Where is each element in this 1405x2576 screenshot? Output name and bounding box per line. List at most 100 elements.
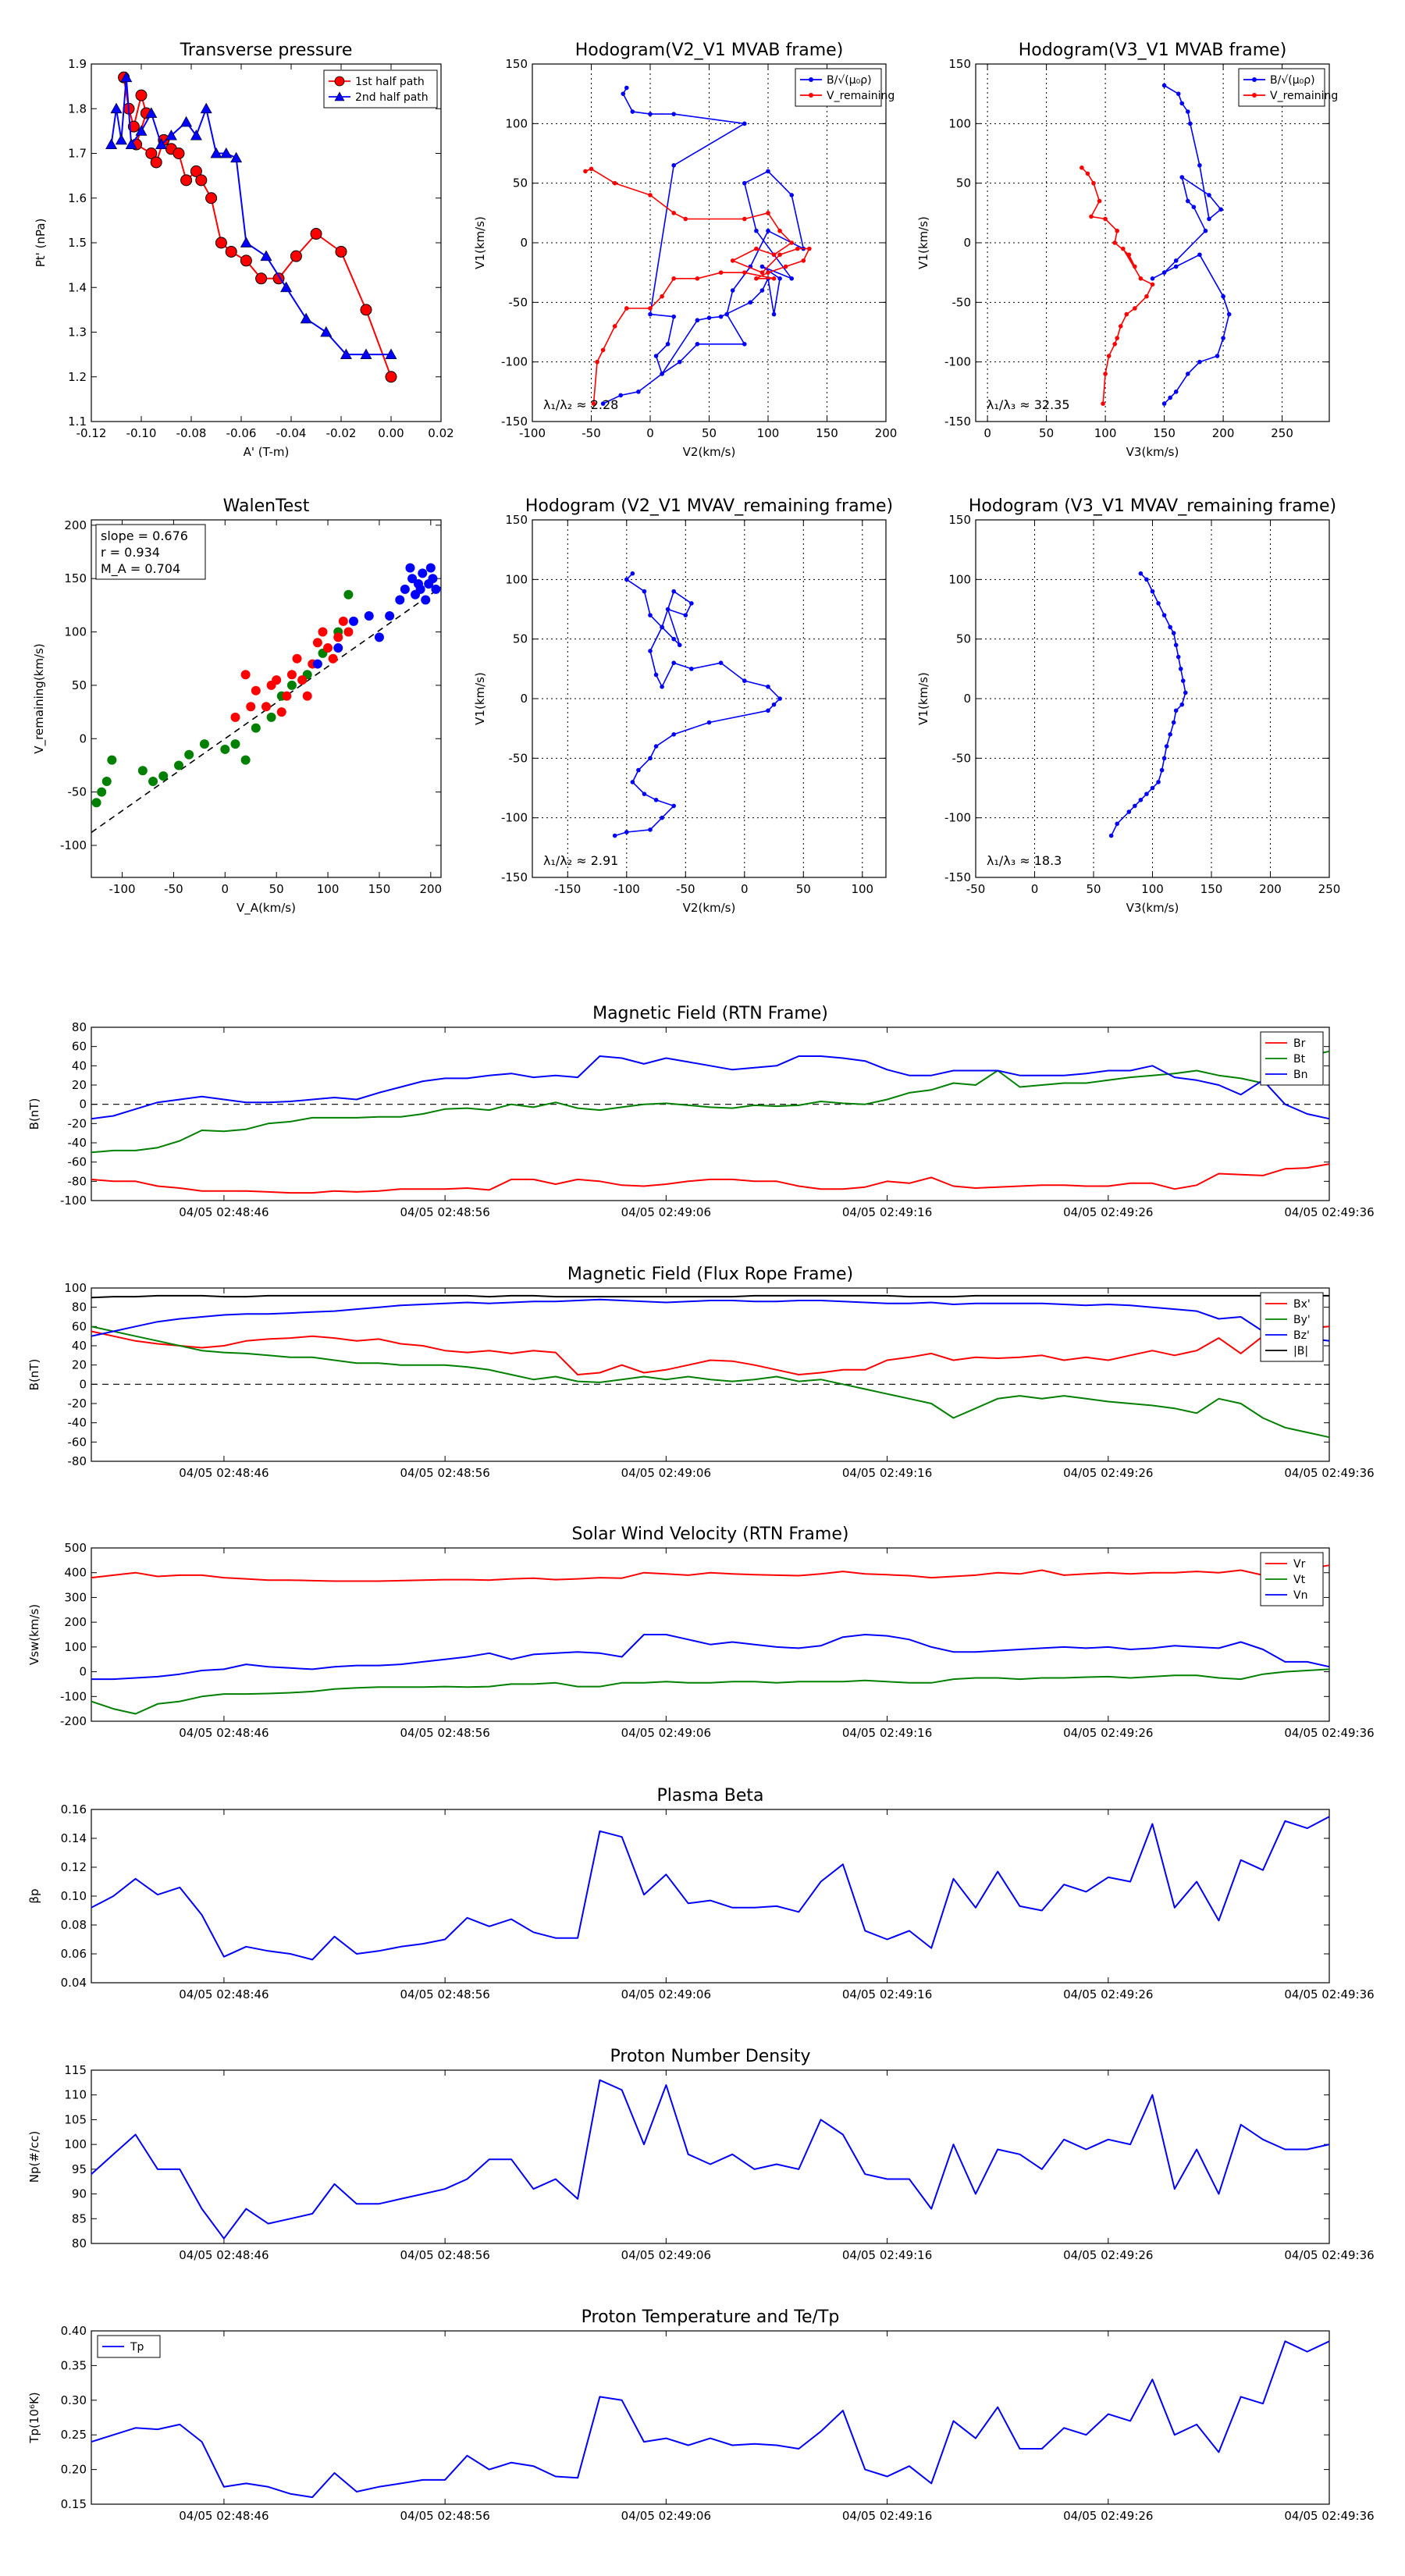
h4-series-0-point: [1180, 678, 1186, 683]
second-half-point: [120, 71, 133, 83]
y-tick-label: -100: [501, 355, 528, 369]
x-tick-label: 04/05 02:49:06: [621, 1726, 711, 1740]
h1-series-1-point: [766, 211, 770, 215]
h3-series-0-point: [766, 708, 770, 713]
plot-frame: [532, 519, 887, 878]
x-tick-label: -50: [164, 882, 183, 896]
scatter-point-blue: [418, 568, 428, 578]
h3-series-0-point: [642, 792, 647, 796]
h2-series-0-point: [1221, 336, 1225, 340]
scatter-point-red: [276, 707, 286, 717]
y-tick-label: 0.25: [61, 2428, 87, 2442]
h3-series-0-point: [689, 667, 694, 671]
y-tick-label: 0.08: [61, 1918, 87, 1932]
y-tick-label: -40: [68, 1416, 87, 1430]
y-tick-label: -20: [68, 1397, 87, 1411]
x-tick-label: 04/05 02:49:36: [1284, 1726, 1374, 1740]
h4-series-0-point: [1150, 589, 1155, 594]
y-tick-label: 0: [963, 236, 971, 250]
x-tick-label: -150: [554, 882, 581, 896]
h1-series-1-point: [730, 258, 735, 263]
y-tick-label: 1.5: [68, 236, 87, 250]
legend-label: By': [1293, 1314, 1311, 1326]
h2-series-1-point: [1133, 264, 1137, 269]
y-tick-label: 0.40: [61, 2324, 87, 2338]
h2-series-1-point: [1115, 228, 1119, 233]
h2-series-0-point: [1150, 276, 1155, 281]
y-tick-label: 50: [72, 678, 87, 692]
x-tick-label: 0: [1031, 882, 1039, 896]
plot-frame: [91, 1026, 1330, 1201]
x-tick-label: 100: [317, 882, 340, 896]
x-tick-label: 100: [1141, 882, 1164, 896]
x-tick-label: 04/05 02:48:56: [400, 2248, 489, 2262]
second-half-line: [110, 76, 391, 356]
h2-series-1-point: [1150, 282, 1155, 287]
y-tick-label: 105: [64, 2112, 87, 2126]
x-tick-label: -0.04: [276, 426, 307, 440]
x-tick-label: 100: [757, 426, 780, 440]
y-axis-label: V_remaining(km/s): [32, 643, 47, 753]
y-tick-label: 1.7: [68, 147, 87, 161]
y-tick-label: 60: [72, 1040, 87, 1054]
y-tick-label: 80: [72, 1020, 87, 1034]
h2-series-1-point: [1138, 276, 1144, 281]
legend-label: 2nd half path: [355, 91, 429, 104]
h3-series-0-point: [624, 577, 629, 582]
x-tick-label: 0: [222, 882, 229, 896]
h3-series-0-point: [653, 797, 659, 802]
y-tick-label: 50: [513, 176, 528, 190]
second-half-point: [240, 237, 252, 247]
h1-series-1-point: [807, 246, 812, 251]
plot-frame: [91, 1287, 1330, 1462]
scatter-point-red: [333, 632, 343, 642]
y-tick-label: 100: [64, 2137, 87, 2151]
scatter-point-blue: [421, 595, 431, 605]
h1-series-0-point: [777, 276, 782, 281]
y-tick-label: 115: [64, 2063, 87, 2077]
eigenvalue-ratio: λ₁/λ₃ ≈ 18.3: [987, 853, 1062, 868]
h2-series-0-point: [1197, 162, 1202, 168]
plot-frame: [91, 1809, 1330, 1984]
plot-frame: [975, 519, 1330, 878]
h2-series-1-point: [1097, 198, 1102, 204]
h1-series-1-point: [777, 228, 782, 233]
second-half-point: [180, 116, 193, 127]
second-half-point: [385, 348, 397, 360]
x-tick-label: 04/05 02:49:36: [1284, 2248, 1374, 2262]
y-tick-label: 100: [64, 625, 87, 639]
first-half-point: [205, 192, 218, 205]
h4-series-0-point: [1183, 690, 1188, 696]
x-axis-label: V2(km/s): [683, 445, 736, 459]
y-tick-label: -80: [68, 1174, 87, 1188]
h1-series-1-point: [589, 166, 594, 172]
x-tick-label: -100: [109, 882, 136, 896]
second-half-point: [190, 129, 202, 141]
h2-series-0-point: [1197, 359, 1202, 365]
x-tick-label: 150: [816, 426, 838, 440]
h4-series-0-point: [1164, 744, 1169, 749]
h1-series-0-point: [766, 169, 770, 174]
h1-series-1-point: [754, 276, 759, 281]
h1-series-1-point: [648, 193, 653, 197]
y-tick-label: 0.06: [61, 1947, 87, 1961]
y-axis-label: V1(km/s): [473, 672, 487, 725]
x-tick-label: 04/05 02:49:06: [621, 1987, 711, 2001]
h3-series-0-point: [648, 649, 653, 653]
scatter-point-green: [286, 680, 297, 690]
y-tick-label: 0.20: [61, 2463, 87, 2477]
x-tick-label: -50: [582, 426, 601, 440]
x-tick-label: 150: [1200, 882, 1223, 896]
y-tick-label: 0: [963, 692, 971, 706]
y-tick-label: 0.35: [61, 2358, 87, 2372]
h1-series-1-point: [695, 276, 700, 281]
h4-series-0-point: [1156, 780, 1161, 785]
scatter-point-red: [261, 702, 271, 712]
x-tick-label: 04/05 02:49:16: [842, 2248, 932, 2262]
h3-series-0-point: [636, 767, 641, 773]
h4-series-0-point: [1126, 809, 1132, 814]
h1-series-1-point: [742, 270, 747, 275]
second-half-point: [360, 348, 372, 360]
h1-series-0-point: [671, 314, 676, 319]
x-tick-label: 150: [1153, 426, 1176, 440]
